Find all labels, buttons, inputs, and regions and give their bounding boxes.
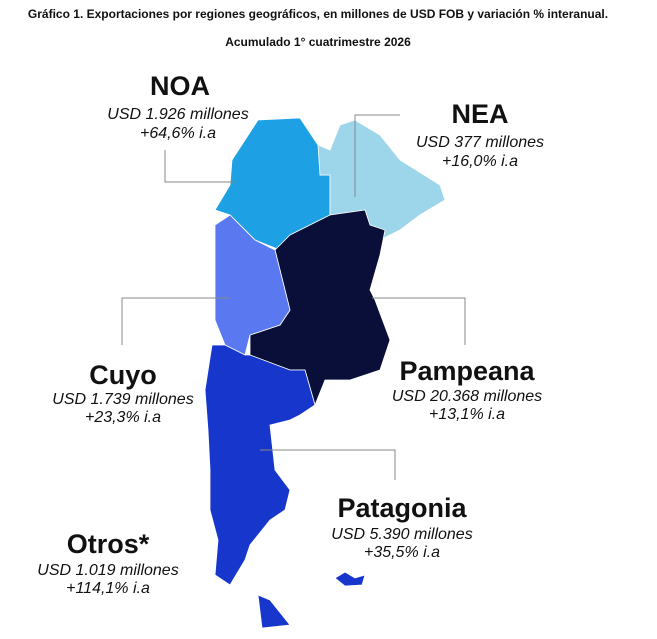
region-name: Otros* (67, 529, 150, 559)
region-cuyo (214, 214, 291, 356)
region-name: NOA (150, 71, 210, 101)
leader-line (260, 449, 396, 480)
region-name: NEA (451, 99, 508, 129)
region-change: +35,5% i.a (364, 544, 440, 561)
region-value: USD 5.390 millones (331, 526, 472, 543)
region-value: USD 1.739 millones (52, 391, 193, 408)
region-name: Pampeana (399, 356, 535, 386)
region-change: +13,1% i.a (429, 406, 505, 423)
region-change: +64,6% i.a (140, 125, 216, 142)
leader-line (372, 297, 466, 345)
region-value: USD 1.926 millones (107, 106, 248, 123)
leader-line (121, 297, 230, 345)
region-change: +16,0% i.a (442, 153, 518, 170)
region-value: USD 377 millones (416, 134, 544, 151)
region-value: USD 1.019 millones (37, 562, 178, 579)
leader-line (164, 150, 235, 183)
region-nea (317, 119, 446, 251)
region-tierra-del-fuego (257, 594, 291, 629)
region-patagonia (204, 344, 316, 586)
region-change: +114,1% i.a (66, 580, 150, 597)
region-name: Cuyo (89, 360, 157, 390)
region-value: USD 20.368 millones (392, 388, 542, 405)
title: Gráfico 1. Exportaciones por regiones ge… (28, 7, 608, 21)
region-malvinas (334, 571, 366, 587)
leader-line (354, 114, 400, 197)
region-name: Patagonia (337, 493, 467, 523)
map (204, 117, 446, 629)
subtitle: Acumulado 1° cuatrimestre 2026 (225, 35, 411, 49)
region-change: +23,3% i.a (85, 409, 161, 426)
